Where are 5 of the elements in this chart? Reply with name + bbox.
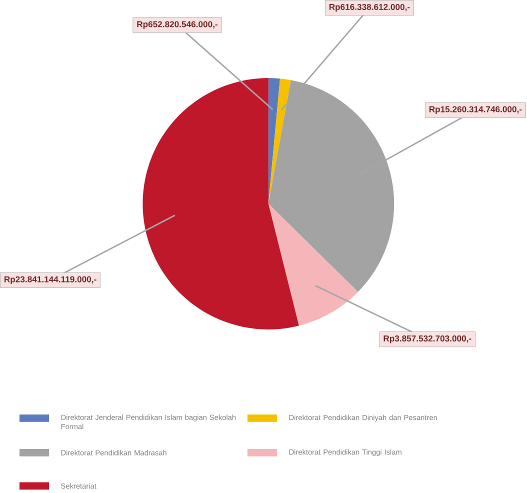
data-label: Rp616.338.612.000,- (329, 4, 410, 12)
data-label: Rp652.820.546.000,- (137, 21, 218, 30)
data-label: Rp15.260.314.746.000,- (429, 106, 522, 114)
data-label: Rp3.857.532.703.000,- (384, 336, 472, 344)
data-label: Rp23.841.144.119.000,- (4, 276, 96, 284)
